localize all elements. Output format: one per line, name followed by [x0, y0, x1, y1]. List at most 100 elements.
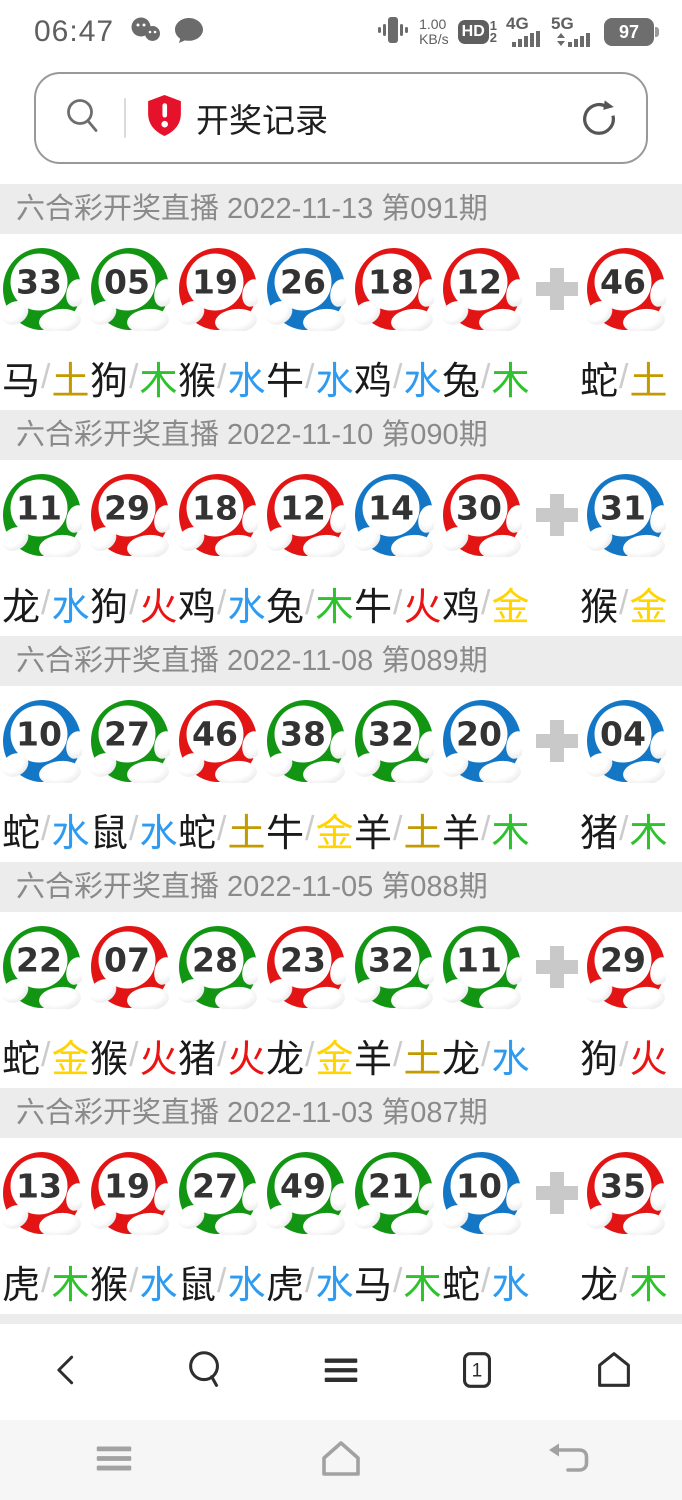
home-button[interactable] — [546, 1346, 682, 1399]
element-char: 金 — [315, 812, 354, 855]
zodiac-pair: 虎 / 木 — [2, 1254, 90, 1309]
plus-icon — [536, 946, 578, 988]
zodiac-char: 鸡 — [442, 586, 481, 629]
zodiac-pair: 马 / 木 — [354, 1254, 442, 1309]
slash-separator: / — [217, 1261, 227, 1300]
zodiac-char: 狗 — [580, 1038, 619, 1081]
message-icon — [174, 16, 204, 49]
tabs-button[interactable]: 1 — [409, 1346, 545, 1399]
zodiac-pair: 羊 / 土 — [354, 802, 442, 857]
zodiac-char: 龙 — [580, 1264, 619, 1307]
slash-separator: / — [41, 1035, 51, 1074]
special-zodiac-pair: 猪 / 木 — [580, 802, 668, 857]
special-lottery-ball: 04 — [586, 699, 666, 783]
lottery-ball-svg: 33 — [2, 248, 82, 331]
zodiac-pair: 龙 / 水 — [442, 1028, 530, 1083]
element-char: 水 — [227, 586, 266, 629]
lottery-ball-svg: 22 — [2, 926, 82, 1009]
element-char: 水 — [139, 1264, 178, 1307]
notification-icons — [130, 16, 204, 49]
ball-number: 18 — [368, 263, 414, 302]
nav-home-icon — [317, 1436, 365, 1485]
slash-separator: / — [481, 357, 491, 396]
lottery-ball: 18 — [354, 247, 434, 331]
nav-menu-icon — [91, 1436, 137, 1485]
svg-text:1: 1 — [472, 1360, 483, 1381]
slash-separator: / — [619, 357, 629, 396]
section-header[interactable]: 六合彩开奖直播 2022-11-03 第087期 — [0, 1088, 682, 1138]
slash-separator: / — [305, 809, 315, 848]
refresh-icon[interactable] — [578, 97, 620, 139]
zodiac-char: 羊 — [442, 812, 481, 855]
status-icons: 1.00 KB/s HD 1 2 4G — [376, 14, 660, 51]
lottery-ball-svg: 10 — [2, 700, 82, 783]
zodiac-char: 蛇 — [580, 360, 619, 403]
zodiac-row: 蛇 / 金猴 / 火猪 / 火龙 / 金羊 / 土龙 / 水狗 / 火 — [0, 1022, 682, 1088]
slash-separator: / — [619, 583, 629, 622]
section-header[interactable]: 六合彩开奖直播 2022-11-05 第088期 — [0, 862, 682, 912]
system-home-button[interactable] — [227, 1436, 454, 1485]
section-header[interactable]: 六合彩开奖直播 2022-11-10 第090期 — [0, 410, 682, 460]
ball-number: 21 — [368, 1167, 414, 1206]
system-back-button[interactable] — [455, 1436, 682, 1485]
lottery-ball-svg: 32 — [354, 926, 434, 1009]
lottery-ball-svg: 18 — [354, 248, 434, 331]
slash-separator: / — [393, 1261, 403, 1300]
draw-section: 六合彩开奖直播 2022-11-08 第089期 10 27 46 38 32 20 04 蛇 /… — [0, 636, 682, 862]
lottery-ball: 13 — [2, 1151, 82, 1235]
zodiac-char: 蛇 — [2, 1038, 41, 1081]
element-char: 木 — [491, 812, 530, 855]
special-lottery-ball: 29 — [586, 925, 666, 1009]
zodiac-pair: 蛇 / 水 — [2, 802, 90, 857]
ball-number: 35 — [600, 1167, 646, 1206]
search-button[interactable] — [136, 1346, 272, 1399]
special-lottery-ball: 35 — [586, 1151, 666, 1235]
lottery-ball-svg: 04 — [586, 700, 666, 783]
element-char: 木 — [315, 586, 354, 629]
back-button[interactable] — [0, 1346, 136, 1399]
element-char: 火 — [227, 1038, 266, 1081]
slash-separator: / — [129, 1261, 139, 1300]
lottery-ball: 33 — [2, 247, 82, 331]
shield-alert-icon[interactable] — [146, 94, 183, 142]
element-char: 木 — [403, 1264, 442, 1307]
lottery-ball-svg: 46 — [586, 248, 666, 331]
search-box[interactable]: 开奖记录 — [34, 72, 648, 164]
section-header[interactable]: 六合彩开奖直播 2022-11-08 第089期 — [0, 636, 682, 686]
menu-button[interactable] — [273, 1346, 409, 1399]
zodiac-pair: 牛 / 水 — [266, 350, 354, 405]
draw-section: 六合彩开奖直播 2022-11-13 第091期 33 05 19 26 18 12 46 马 /… — [0, 184, 682, 410]
zodiac-row: 蛇 / 水鼠 / 水蛇 / 土牛 / 金羊 / 土羊 / 木猪 / 木 — [0, 796, 682, 862]
lottery-ball-svg: 11 — [2, 474, 82, 557]
lottery-ball: 27 — [90, 699, 170, 783]
lottery-ball-svg: 30 — [442, 474, 522, 557]
lottery-ball-svg: 13 — [2, 1152, 82, 1235]
system-menu-button[interactable] — [0, 1436, 227, 1485]
section-header[interactable]: 六合彩开奖直播 2022-11-13 第091期 — [0, 184, 682, 234]
special-zodiac-pair: 狗 / 火 — [580, 1028, 668, 1083]
lottery-ball-svg: 38 — [266, 700, 346, 783]
ball-number: 46 — [600, 263, 646, 302]
slash-separator: / — [129, 1035, 139, 1074]
element-char: 木 — [629, 1264, 668, 1307]
ball-number: 10 — [456, 1167, 502, 1206]
zodiac-pair: 蛇 / 土 — [178, 802, 266, 857]
element-char: 金 — [629, 586, 668, 629]
ball-number: 18 — [192, 489, 238, 528]
ball-number: 22 — [16, 941, 62, 980]
search-icon — [62, 95, 104, 142]
slash-separator: / — [305, 1035, 315, 1074]
lottery-ball-svg: 20 — [442, 700, 522, 783]
zodiac-row: 虎 / 木猴 / 水鼠 / 水虎 / 水马 / 木蛇 / 水龙 / 木 — [0, 1248, 682, 1314]
ball-number: 32 — [368, 715, 414, 754]
element-char: 土 — [403, 1038, 442, 1081]
status-bar: 06:47 — [0, 0, 682, 64]
lottery-ball-svg: 12 — [266, 474, 346, 557]
search-query-text[interactable]: 开奖记录 — [196, 102, 328, 139]
element-char: 土 — [403, 812, 442, 855]
system-navbar — [0, 1420, 682, 1500]
ball-number: 29 — [104, 489, 150, 528]
network-speed: 1.00 KB/s — [419, 16, 449, 47]
element-char: 木 — [139, 360, 178, 403]
lottery-ball-svg: 27 — [90, 700, 170, 783]
